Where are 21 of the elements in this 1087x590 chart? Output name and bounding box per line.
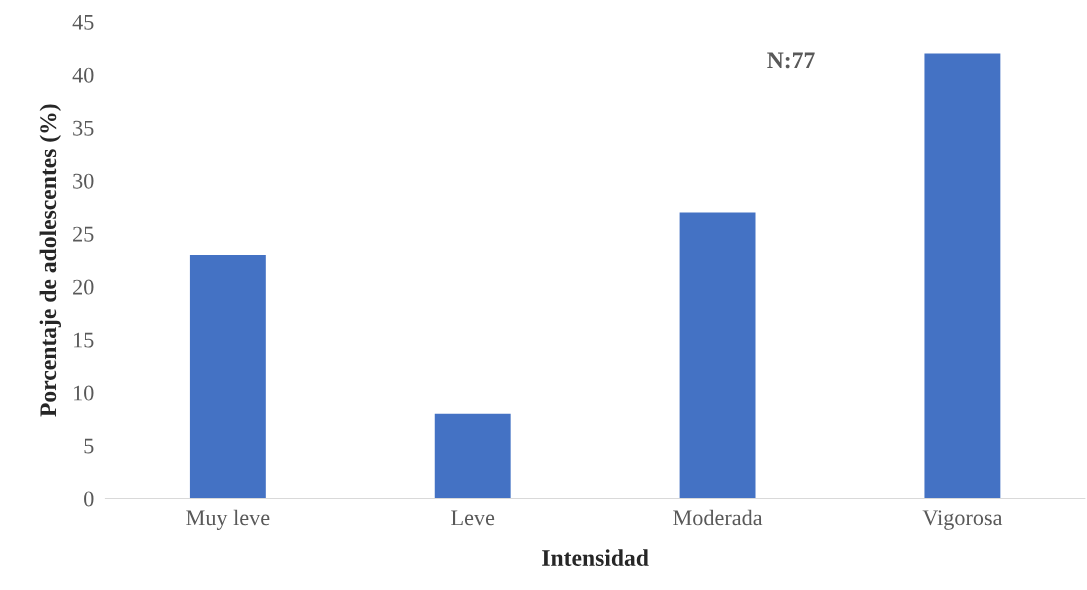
y-tick-label: 0 [84,491,94,507]
y-tick-label: 10 [74,385,94,401]
bar [924,53,1001,499]
bar [434,413,511,499]
annotation: N:77 [767,52,815,69]
x-tick-label: Muy leve [186,509,270,530]
y-axis-title: Porcentaje de adolescentes (%) [39,104,61,417]
y-tick-label: 15 [74,332,94,348]
y-tick-label: 25 [73,226,94,242]
y-tick-label: 30 [73,173,94,189]
bar [189,254,266,499]
bar [679,212,756,499]
x-tick-label: Leve [451,510,495,526]
y-tick-label: 45 [72,14,94,30]
y-tick-label: 35 [73,120,94,136]
x-tick-label: Vigorosa [922,510,1003,530]
y-tick-label: 40 [72,67,94,83]
x-axis-title: Intensidad [542,549,649,566]
y-tick-label: 20 [73,279,94,295]
x-tick-label: Moderada [673,509,763,526]
y-tick-label: 5 [84,438,94,454]
